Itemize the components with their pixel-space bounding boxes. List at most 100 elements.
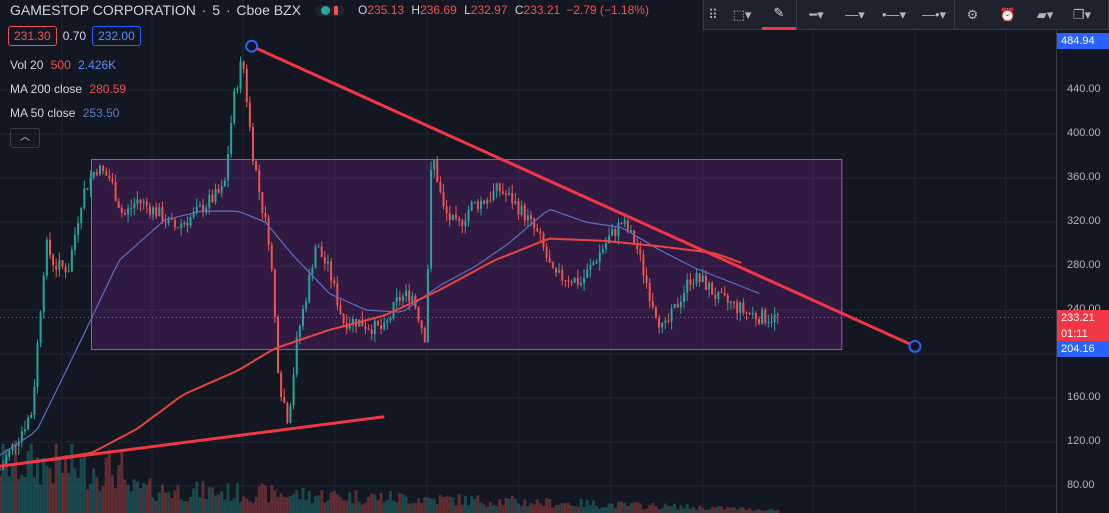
- volume-bar: [716, 506, 720, 513]
- symbol-name[interactable]: GAMESTOP CORPORATION: [10, 2, 196, 18]
- layers-icon[interactable]: ▰▾: [1036, 6, 1054, 22]
- volume-bar: [448, 496, 452, 513]
- volume-bar: [451, 497, 455, 513]
- line-style-icon[interactable]: —▾: [845, 6, 865, 22]
- volume-bar: [438, 495, 442, 513]
- interval-label[interactable]: 5: [212, 2, 221, 18]
- add-alert-icon[interactable]: ⏰: [999, 6, 1017, 22]
- volume-bar: [470, 496, 474, 513]
- candle-body: [136, 199, 139, 204]
- candle-body: [401, 296, 404, 301]
- volume-bar: [120, 452, 124, 513]
- volume-bar: [723, 509, 727, 513]
- ma200-value: 280.59: [89, 82, 127, 96]
- ma50-indicator-legend[interactable]: MA 50 close 253.50: [10, 106, 119, 120]
- volume-bar: [320, 490, 324, 513]
- candle-body: [64, 266, 67, 273]
- candle-body: [108, 175, 111, 179]
- candle-body: [267, 217, 270, 246]
- volume-bar: [10, 463, 14, 513]
- exchange-separator: ·: [226, 2, 231, 18]
- candle-body: [255, 161, 258, 171]
- candle-body: [30, 414, 33, 418]
- volume-bar: [273, 489, 277, 513]
- ma200-indicator-name: MA 200 close: [10, 82, 83, 96]
- volume-bar: [741, 507, 745, 513]
- volume-bar: [79, 458, 83, 513]
- price-change: −2.79 (−1.18%): [566, 3, 649, 17]
- candle-body: [98, 165, 101, 175]
- drag-handle-icon[interactable]: ⠿: [708, 6, 718, 22]
- volume-bar: [4, 448, 8, 513]
- brush-icon[interactable]: ✎: [762, 0, 796, 30]
- candle-body: [451, 214, 454, 220]
- volume-indicator-legend[interactable]: Vol 20 500 2.426K: [10, 58, 116, 72]
- candle-body: [598, 252, 601, 262]
- volume-bar: [260, 483, 264, 513]
- candle-body: [773, 314, 776, 322]
- volume-bar: [198, 497, 202, 513]
- line-width-icon[interactable]: ━▾: [796, 0, 836, 30]
- candle-body: [686, 279, 689, 293]
- candle-body: [295, 337, 298, 375]
- volume-bar: [345, 500, 349, 513]
- line-end-icon[interactable]: —•▾: [921, 6, 947, 22]
- candle-body: [164, 222, 167, 224]
- select-shape-icon[interactable]: ⬚▾: [732, 6, 752, 22]
- candle-body: [620, 222, 623, 224]
- volume-bar: [164, 492, 168, 513]
- candle-body: [358, 319, 361, 327]
- volume-bar: [663, 503, 667, 513]
- candle-body: [189, 217, 192, 226]
- volume-bar: [492, 505, 496, 513]
- volume-bar: [770, 508, 774, 513]
- candle-body: [336, 283, 339, 306]
- volume-bar: [235, 482, 239, 513]
- ma200-indicator-legend[interactable]: MA 200 close 280.59: [10, 82, 126, 96]
- volume-bar: [167, 492, 171, 513]
- price-tick-label: 440.00: [1067, 83, 1101, 96]
- candle-body: [333, 280, 336, 284]
- clone-icon[interactable]: ❐▾: [1072, 6, 1092, 22]
- candle-body: [95, 171, 98, 175]
- volume-bar: [357, 501, 361, 513]
- price-axis[interactable]: 80.00120.00160.00200.00240.00280.00320.0…: [1056, 30, 1109, 513]
- gear-icon[interactable]: ⚙: [954, 0, 990, 30]
- candle-body: [370, 329, 373, 335]
- candle-body: [489, 199, 492, 201]
- candle-body: [661, 322, 664, 328]
- volume-bar: [501, 504, 505, 513]
- ask-button[interactable]: 232.00: [92, 26, 141, 46]
- candle-body: [351, 319, 354, 326]
- volume-bar: [773, 510, 777, 513]
- volume-bar: [373, 494, 377, 513]
- market-status-indicator[interactable]: [315, 4, 344, 16]
- line-extend-icon[interactable]: •—▾: [881, 6, 907, 22]
- volume-bar: [82, 452, 86, 513]
- volume-bar: [60, 472, 64, 513]
- candle-body: [242, 61, 245, 69]
- candle-body: [604, 242, 607, 249]
- volume-bar: [285, 497, 289, 513]
- volume-bar: [710, 506, 714, 513]
- bid-button[interactable]: 231.30: [8, 26, 57, 46]
- volume-bar: [629, 503, 633, 513]
- candle-body: [511, 192, 514, 204]
- candle-body: [695, 273, 698, 284]
- ma50-line: [0, 208, 760, 456]
- candle-body: [202, 204, 205, 213]
- open-value: 235.13: [367, 3, 405, 17]
- candle-body: [373, 320, 376, 335]
- candle-body: [536, 228, 539, 232]
- collapse-legend-button[interactable]: ︿: [10, 128, 40, 148]
- volume-bar: [26, 450, 30, 513]
- ma50-indicator-name: MA 50 close: [10, 106, 76, 120]
- candle-body: [751, 313, 754, 315]
- candle-body: [158, 207, 161, 217]
- volume-bar: [648, 504, 652, 513]
- volume-bar: [45, 465, 49, 513]
- volume-bar: [67, 473, 71, 513]
- volume-bar: [1, 443, 5, 513]
- candle-body: [445, 206, 448, 214]
